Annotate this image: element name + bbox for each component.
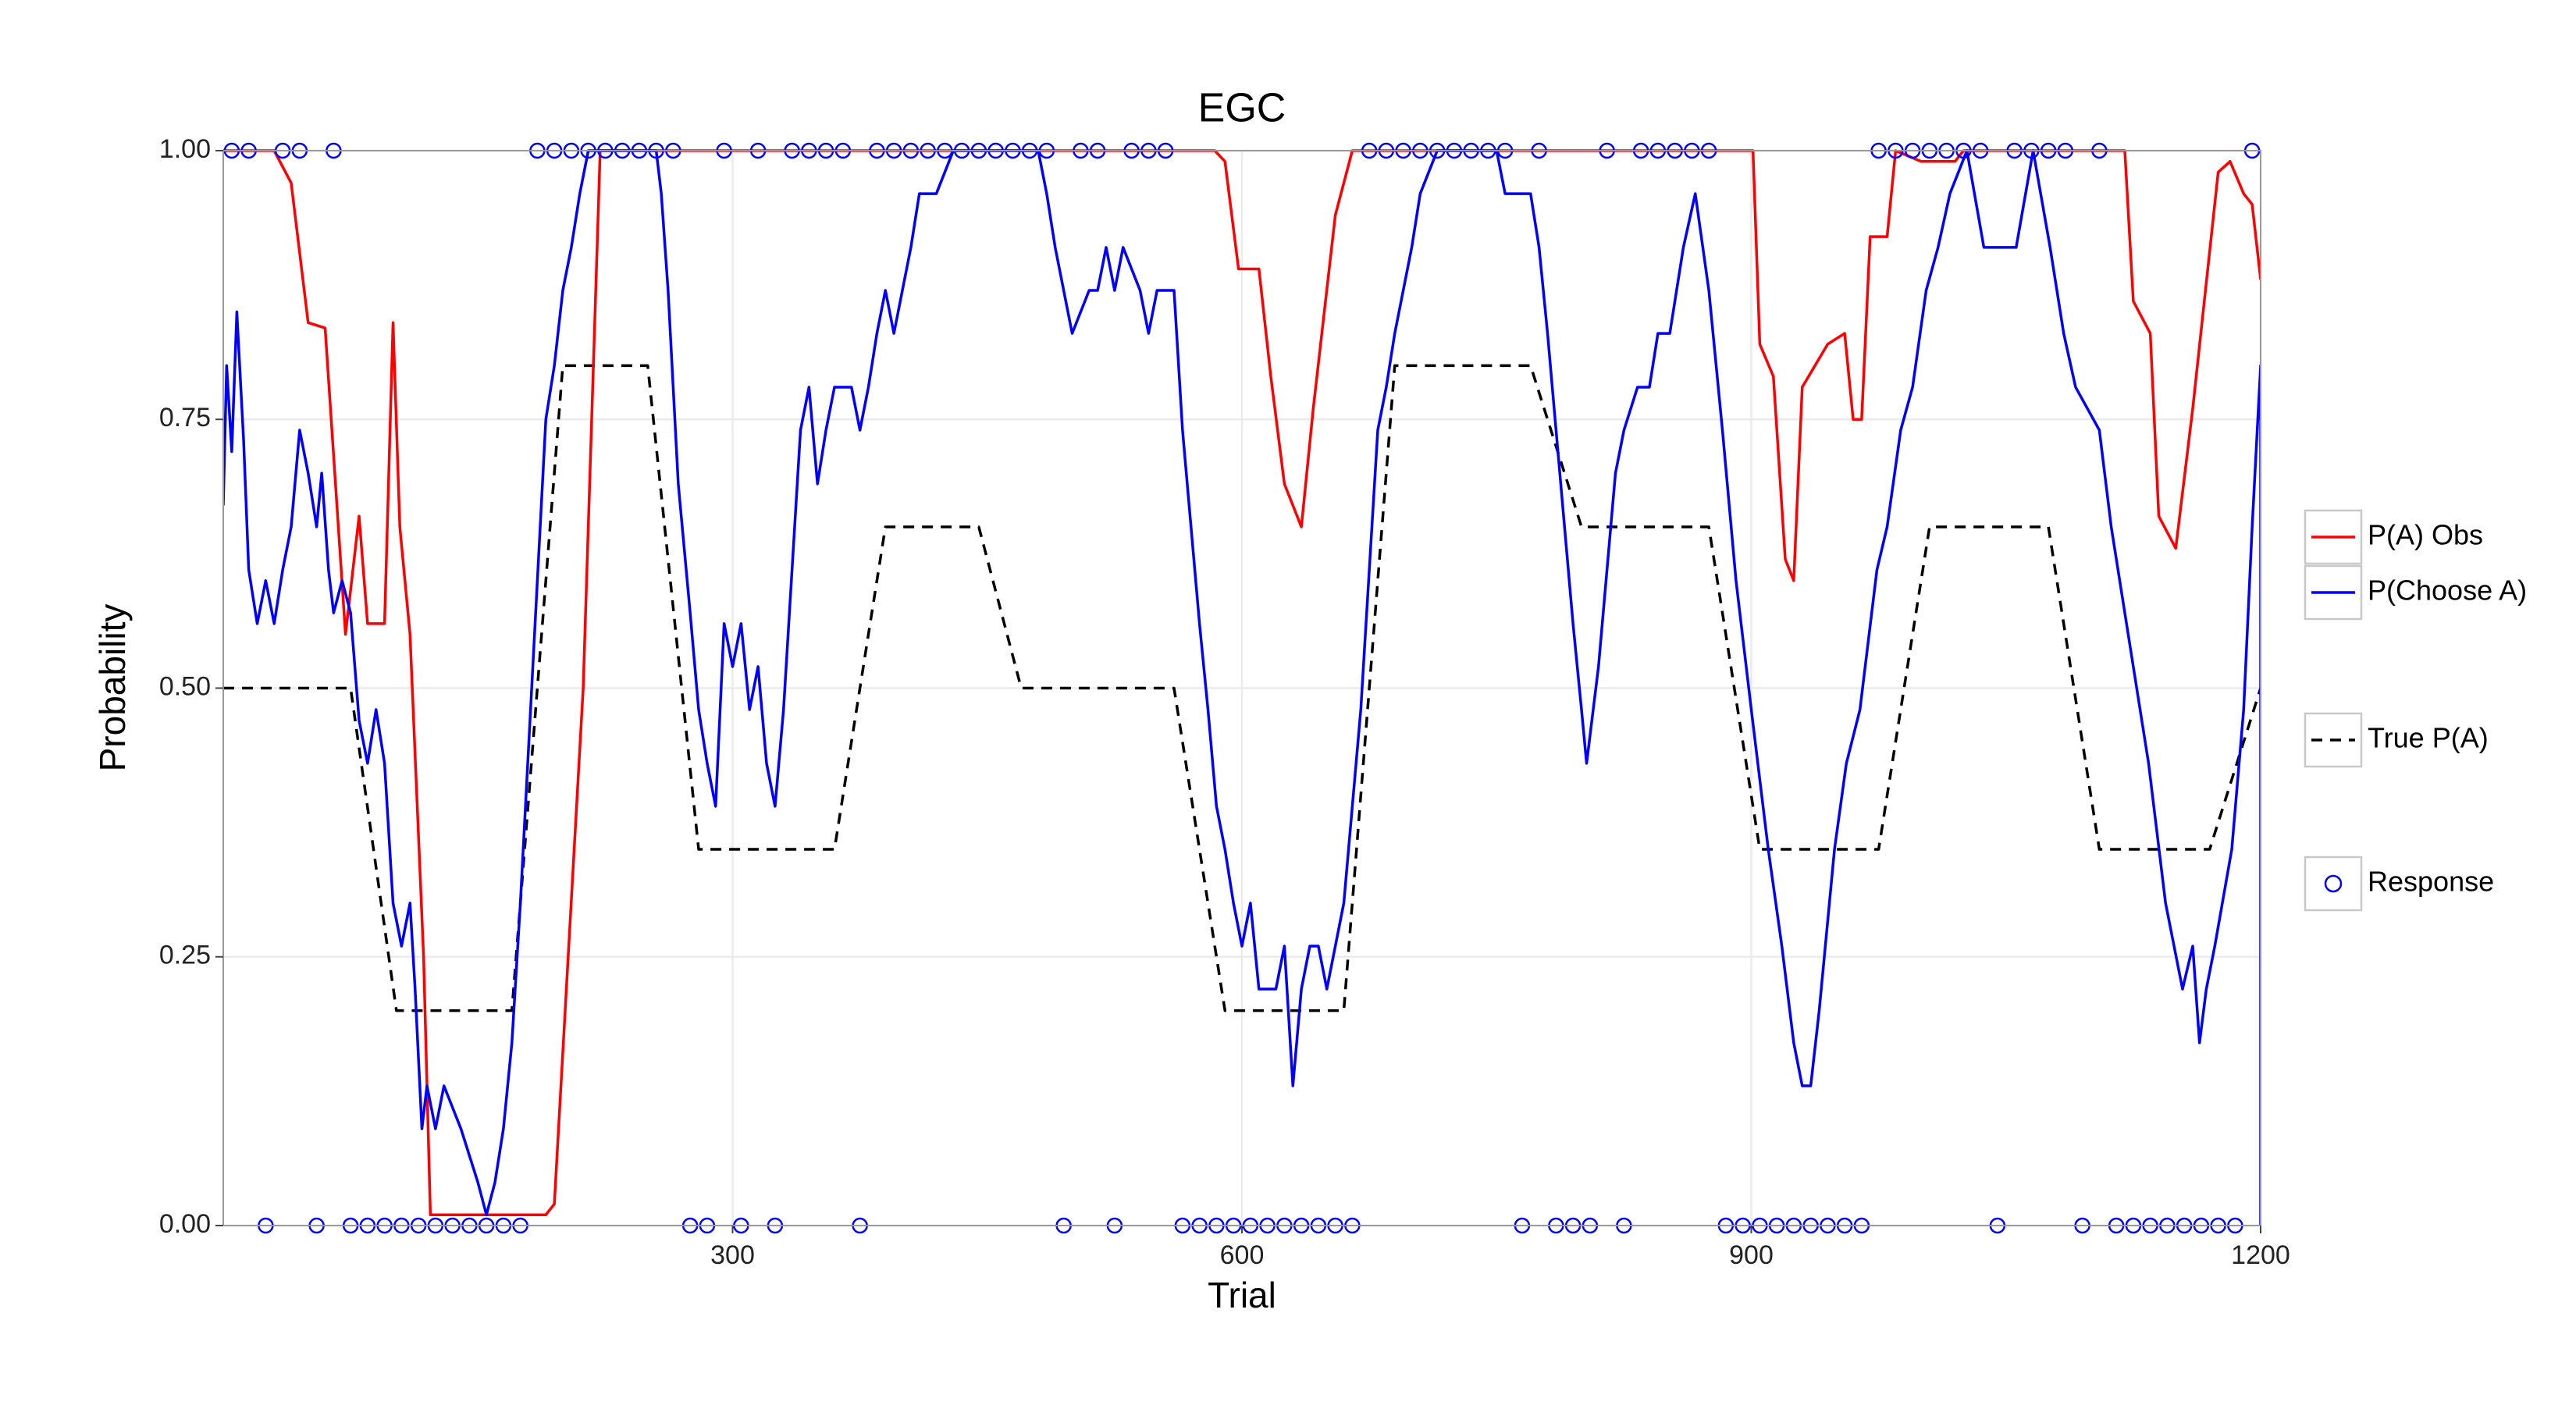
line-series [223, 149, 2261, 1226]
y-tick-label: 0.50 [159, 671, 211, 701]
y-tick-label: 0.75 [159, 403, 211, 432]
legend-label: P(Choose A) [2368, 575, 2527, 607]
x-tick-label: 900 [1729, 1240, 1774, 1270]
y-tick-label: 0.25 [159, 941, 211, 970]
x-tick-label: 600 [1220, 1240, 1265, 1270]
legend-key-box [2304, 856, 2363, 912]
y-axis-title: Probability [92, 604, 133, 772]
x-tick-label: 1200 [2231, 1240, 2290, 1270]
x-axis-title: Trial [1208, 1275, 1276, 1315]
chart-title: EGC [1198, 86, 1286, 131]
legend-label: True P(A) [2368, 722, 2489, 754]
legend: P(A) Obs P(Choose A) True P(A) Response [2304, 509, 2527, 912]
legend-key [2324, 874, 2343, 893]
line-series [223, 364, 2261, 1012]
legend-label: P(A) Obs [2368, 519, 2483, 551]
y-tick-label: 1.00 [159, 134, 211, 164]
y-tick-label: 0.00 [159, 1209, 211, 1239]
axes: 0.00 0.25 0.50 0.75 1.00 300 600 900 1200 [159, 134, 2290, 1270]
x-tick-label: 300 [710, 1240, 755, 1270]
legend-label: Response [2368, 866, 2494, 898]
